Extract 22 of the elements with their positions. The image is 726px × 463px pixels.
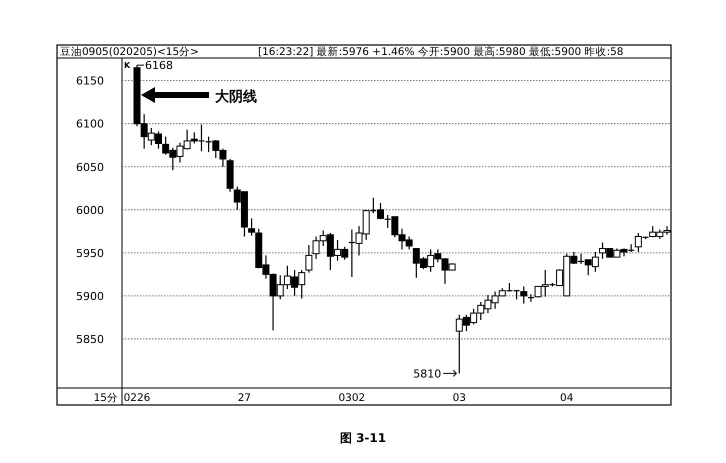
x-tick-label: 04 [560, 392, 574, 404]
chart-subtitle: [16:23:22] 最新:5976 +1.46% 今开:5900 最高:5980 最低:5900 昨收:58 [258, 45, 624, 58]
annotation: K [124, 61, 131, 70]
y-tick-label: 5900 [76, 290, 104, 303]
y-tick-label: 6000 [76, 204, 104, 217]
chart-title: 豆油0905(020205)<15分> [60, 45, 199, 58]
x-tick-label: 03 [452, 392, 466, 404]
annotation: 大阴线 [215, 89, 257, 105]
candlestick [248, 218, 256, 236]
x-axis-title: 15分 [94, 392, 118, 404]
y-tick-label: 6100 [76, 118, 104, 131]
y-tick-label: 6050 [76, 160, 104, 174]
y-tick-label: 5850 [76, 332, 104, 346]
candlestick [305, 244, 312, 274]
caption: 图 3-11 [340, 431, 386, 445]
x-tick-label: 0302 [338, 392, 366, 404]
annotation: 5810 [413, 367, 442, 380]
y-tick-label: 6150 [76, 74, 104, 88]
y-tick-label: 5950 [76, 246, 104, 260]
annotation: 6168 [145, 59, 173, 72]
x-tick-label: 0226 [124, 392, 151, 404]
x-tick-label: 27 [238, 392, 252, 404]
